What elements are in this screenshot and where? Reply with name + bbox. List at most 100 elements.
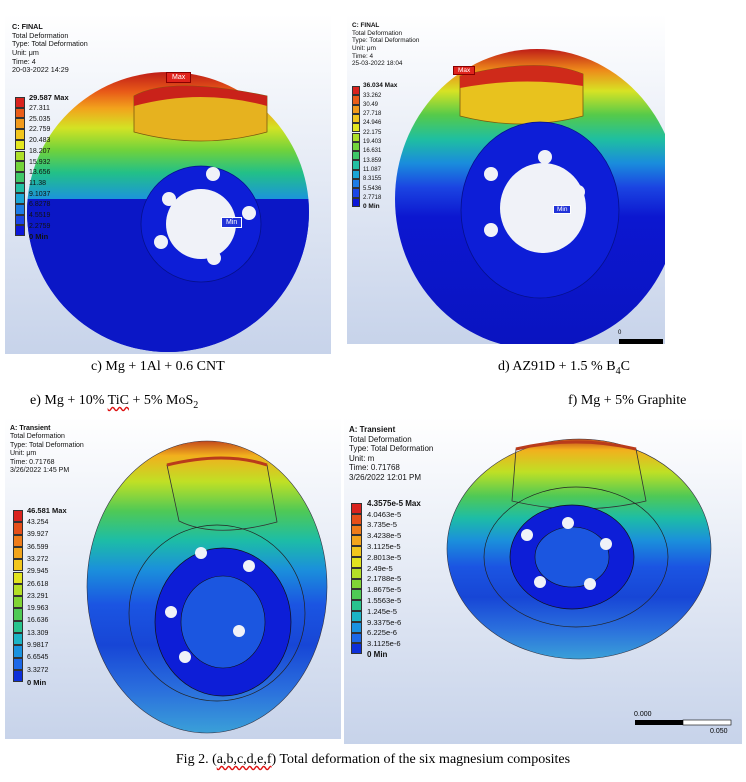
bolt-hole bbox=[195, 547, 207, 559]
legend-min: 0 Min bbox=[367, 649, 388, 659]
panel-d-drawing bbox=[395, 49, 665, 344]
caption-e-text: e) Mg + 10% bbox=[30, 393, 108, 408]
legend-swatch bbox=[13, 596, 23, 609]
scale-bar bbox=[619, 339, 663, 344]
legend-swatch bbox=[352, 151, 360, 161]
panel-e-simulation: A: Transient Total Deformation Type: Tot… bbox=[5, 417, 341, 739]
header-line: C: FINAL bbox=[12, 22, 43, 31]
legend-swatch bbox=[15, 107, 25, 119]
bolt-hole bbox=[571, 185, 585, 199]
bolt-hole bbox=[154, 235, 168, 249]
bolt-hole bbox=[162, 192, 176, 206]
scale-label: 0 bbox=[618, 330, 622, 336]
header-line: Time: 0.71768 bbox=[10, 458, 55, 466]
header-line: C: FINAL bbox=[352, 22, 380, 29]
panel-c-header: C: FINAL Total Deformation Type: Total D… bbox=[12, 22, 88, 75]
legend-value: 24.946 bbox=[363, 120, 382, 127]
caption-c: c) Mg + 1Al + 0.6 CNT bbox=[91, 359, 225, 374]
legend-value: 11.38 bbox=[29, 179, 46, 187]
legend-swatch bbox=[351, 611, 362, 622]
header-line: Unit: μm bbox=[352, 45, 376, 53]
legend-swatch bbox=[352, 123, 360, 133]
legend-value: 29.945 bbox=[27, 568, 49, 576]
legend-swatch bbox=[352, 86, 360, 96]
legend-swatch bbox=[15, 204, 25, 215]
legend-value: 25.035 bbox=[29, 115, 51, 123]
bolt-hole bbox=[538, 150, 552, 164]
figure-caption-spellcheck-word: a,b,c,d,e,f bbox=[216, 752, 272, 767]
legend-swatch bbox=[13, 620, 23, 633]
legend-value: 11.087 bbox=[363, 166, 381, 173]
disc-inner-ring bbox=[128, 524, 306, 702]
panel-e-header: A: Transient Total Deformation Type: Tot… bbox=[10, 425, 84, 475]
legend-value: 19.403 bbox=[363, 139, 382, 145]
legend-value: 39.927 bbox=[27, 531, 49, 539]
legend-swatch bbox=[351, 578, 362, 590]
panel-c-drawing bbox=[27, 72, 309, 352]
legend-value: 13.656 bbox=[29, 169, 51, 177]
legend-value: 26.618 bbox=[27, 580, 49, 588]
hub-bore bbox=[500, 163, 586, 253]
legend-swatch bbox=[351, 503, 362, 514]
legend-value: 27.311 bbox=[29, 105, 50, 112]
legend-swatch bbox=[352, 113, 360, 124]
legend-swatch bbox=[351, 557, 362, 568]
legend-value: 33.262 bbox=[363, 92, 382, 99]
bolt-hole bbox=[600, 538, 612, 550]
header-line: Unit: μm bbox=[10, 450, 37, 458]
legend-swatch bbox=[13, 546, 23, 560]
header-line: Type: Total Deformation bbox=[10, 441, 84, 449]
legend-swatch bbox=[352, 169, 360, 179]
legend-swatch bbox=[351, 546, 362, 557]
legend-swatch bbox=[352, 141, 360, 152]
panel-f-header: A: Transient Total Deformation Type: Tot… bbox=[349, 425, 433, 483]
disc-inner-ring bbox=[483, 486, 669, 628]
legend-value: 3.4238e-5 bbox=[367, 531, 402, 541]
figure-caption: Fig 2. (a,b,c,d,e,f) Total deformation o… bbox=[0, 752, 746, 768]
caption-e-text-mid: + 5% MoS bbox=[128, 393, 194, 408]
legend-swatch bbox=[15, 129, 25, 140]
legend-swatch bbox=[15, 139, 25, 151]
max-probe-tag: Max bbox=[453, 66, 476, 75]
bolt-hole bbox=[584, 578, 596, 590]
legend-swatch bbox=[351, 535, 362, 547]
legend-value: 1.8675e-5 bbox=[367, 585, 402, 595]
legend-value: 5.5436 bbox=[363, 185, 382, 192]
caption-d-text: d) AZ91D + 1.5 % B bbox=[498, 359, 616, 374]
legend-value: 30.49 bbox=[363, 101, 379, 108]
bolt-hole bbox=[242, 206, 256, 220]
legend-swatch bbox=[15, 150, 25, 162]
legend-swatch bbox=[13, 645, 23, 658]
legend-swatch bbox=[351, 643, 362, 655]
legend-max: 4.3575e-5 Max bbox=[367, 499, 421, 508]
bolt-hole bbox=[165, 606, 177, 618]
legend-value: 3.3272 bbox=[27, 666, 49, 674]
legend-swatch bbox=[15, 161, 25, 172]
bolt-hole bbox=[536, 239, 550, 253]
bolt-hole bbox=[521, 529, 533, 541]
legend-swatch bbox=[351, 524, 362, 536]
legend-value: 16.631 bbox=[363, 148, 382, 155]
legend-swatch bbox=[352, 95, 360, 105]
header-line: Type: Total Deformation bbox=[12, 39, 88, 49]
bolt-hole bbox=[484, 223, 498, 237]
hub-bore bbox=[166, 189, 236, 259]
legend-swatch bbox=[13, 608, 23, 621]
legend-swatch bbox=[351, 600, 362, 611]
header-line: 20-03-2022 14:29 bbox=[12, 65, 69, 75]
panel-c-legend: 29.587 Max 27.311 25.035 22.759 20.483 1… bbox=[15, 94, 95, 247]
legend-swatch bbox=[13, 657, 23, 670]
header-line: Total Deformation bbox=[10, 433, 65, 441]
panel-d-legend: 36.034 Max 33.262 30.49 27.718 24.946 22… bbox=[352, 82, 422, 216]
caption-d-text-end: C bbox=[620, 359, 630, 374]
legend-swatch bbox=[351, 589, 362, 601]
legend-min: 0 Min bbox=[363, 203, 380, 211]
legend-swatch bbox=[352, 104, 360, 114]
legend-value: 2.8013e-5 bbox=[367, 552, 402, 562]
legend-value: 43.254 bbox=[27, 519, 49, 526]
header-line: A: Transient bbox=[349, 425, 396, 434]
panel-c-simulation: C: FINAL Total Deformation Type: Total D… bbox=[5, 14, 331, 354]
legend-value: 3.1125e-6 bbox=[367, 639, 401, 649]
bolt-hole bbox=[207, 251, 221, 265]
header-line: Time: 4 bbox=[12, 56, 36, 66]
